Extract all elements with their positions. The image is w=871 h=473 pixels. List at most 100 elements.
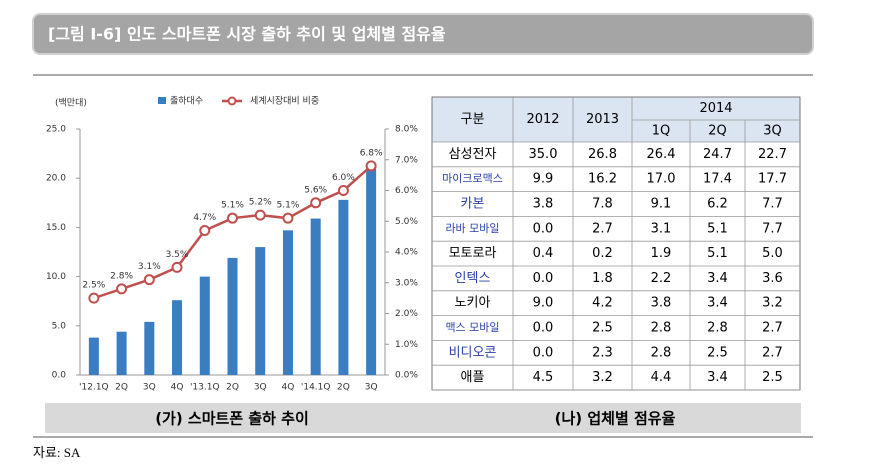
cell: 3.8 <box>533 197 554 212</box>
cell: 7.7 <box>762 221 783 236</box>
table-header: 1Q <box>652 124 671 139</box>
header-title: [그림 I-6] 인도 스마트폰 시장 출하 추이 및 업체별 점유율 <box>48 25 446 44</box>
cell: 2.7 <box>592 221 613 236</box>
cell: 26.4 <box>647 147 676 162</box>
table-header: 2013 <box>586 112 619 127</box>
cell: 2.8 <box>707 321 728 336</box>
row-name: 마이크로맥스 <box>442 172 503 185</box>
y-tick-label: 0.0 <box>52 371 67 381</box>
y2-tick-label: 0.0% <box>395 371 418 381</box>
cell: 2.3 <box>592 345 613 360</box>
legend-label: 출하대수 <box>170 96 203 107</box>
cell: 5.1 <box>707 246 728 261</box>
cell: 17.4 <box>703 172 732 187</box>
line-marker <box>88 292 100 304</box>
x-tick-label: 3Q <box>143 383 156 393</box>
bar <box>88 337 99 375</box>
x-tick-label: 3Q <box>365 383 378 393</box>
cell: 0.4 <box>533 246 554 261</box>
x-tick-label: 4Q <box>171 383 184 393</box>
line-marker <box>282 212 294 224</box>
x-tick-label: 2Q <box>115 383 128 393</box>
source: 자료: SA <box>33 445 81 460</box>
bar <box>199 276 210 375</box>
row-name: 비디오콘 <box>449 345 497 360</box>
table-header: 2014 <box>699 101 732 116</box>
cell: 3.4 <box>707 271 728 286</box>
cell: 3.8 <box>651 296 672 311</box>
cell: 0.0 <box>533 221 554 236</box>
row-name: 맥스 모바일 <box>445 320 499 334</box>
row-name: 인텍스 <box>455 271 491 286</box>
y2-tick-label: 1.0% <box>395 340 418 350</box>
line-marker <box>365 160 377 172</box>
x-tick-label: '12.1Q <box>79 383 109 393</box>
row-name: 삼성전자 <box>449 147 497 162</box>
value-label: 5.6% <box>304 185 327 195</box>
cell: 2.8 <box>651 345 672 360</box>
row-name: 애플 <box>461 370 485 385</box>
cell: 4.4 <box>651 370 672 385</box>
cell: 4.2 <box>592 296 613 311</box>
cell: 2.2 <box>651 271 672 286</box>
cell: 3.4 <box>707 296 728 311</box>
cell: 9.1 <box>651 197 672 212</box>
cell: 2.5 <box>762 370 783 385</box>
line-marker <box>310 197 322 209</box>
y-tick-label: 10.0 <box>46 272 66 282</box>
value-label: 6.0% <box>332 173 355 183</box>
bar <box>144 321 155 375</box>
row-name: 모토로라 <box>449 246 497 261</box>
y2-tick-label: 8.0% <box>395 125 418 135</box>
cell: 2.5 <box>707 345 728 360</box>
cell: 3.2 <box>762 296 783 311</box>
line-marker <box>199 224 211 236</box>
y2-tick-label: 6.0% <box>395 186 418 196</box>
y2-tick-label: 2.0% <box>395 309 418 319</box>
row-name: 카본 <box>461 197 485 212</box>
cell: 5.1 <box>707 221 728 236</box>
value-label: 3.5% <box>166 250 189 260</box>
value-label: 6.8% <box>360 148 383 158</box>
cell: 7.8 <box>592 197 613 212</box>
x-tick-label: '13.1Q <box>190 383 220 393</box>
caption: (가) 스마트폰 출하 추이 <box>155 410 309 428</box>
x-tick-label: 2Q <box>337 383 350 393</box>
bar <box>172 300 183 375</box>
table-header: 2012 <box>526 112 559 127</box>
value-label: 5.2% <box>249 198 272 208</box>
cell: 35.0 <box>529 147 558 162</box>
cell: 26.8 <box>588 147 617 162</box>
cell: 6.2 <box>707 197 728 212</box>
cell: 7.7 <box>762 197 783 212</box>
bar <box>338 199 349 375</box>
header-bar <box>32 13 814 55</box>
line-marker <box>227 212 238 224</box>
caption: (나) 업체별 점유율 <box>555 410 676 428</box>
y2-tick-label: 7.0% <box>395 155 418 165</box>
cell: 16.2 <box>588 172 617 187</box>
cell: 3.1 <box>651 221 672 236</box>
bar <box>255 247 266 375</box>
cell: 3.2 <box>592 370 613 385</box>
cell: 1.9 <box>651 246 672 261</box>
cell: 17.0 <box>647 172 676 187</box>
value-label: 3.1% <box>138 262 161 272</box>
value-label: 4.7% <box>193 213 216 223</box>
y-tick-label: 5.0 <box>52 321 67 331</box>
legend-swatch <box>158 97 166 104</box>
caption-bar <box>45 403 801 433</box>
value-label: 2.8% <box>110 271 133 281</box>
value-label: 5.1% <box>221 201 244 211</box>
cell: 1.8 <box>592 271 613 286</box>
cell: 0.0 <box>533 271 554 286</box>
unit-label: (백만대) <box>55 98 87 109</box>
legend-swatch <box>227 96 237 106</box>
line-marker <box>116 283 128 295</box>
table-header: 구분 <box>461 112 485 127</box>
cell: 2.5 <box>592 321 613 336</box>
line-marker <box>143 274 155 286</box>
cell: 3.6 <box>762 271 783 286</box>
cell: 9.9 <box>533 172 554 187</box>
